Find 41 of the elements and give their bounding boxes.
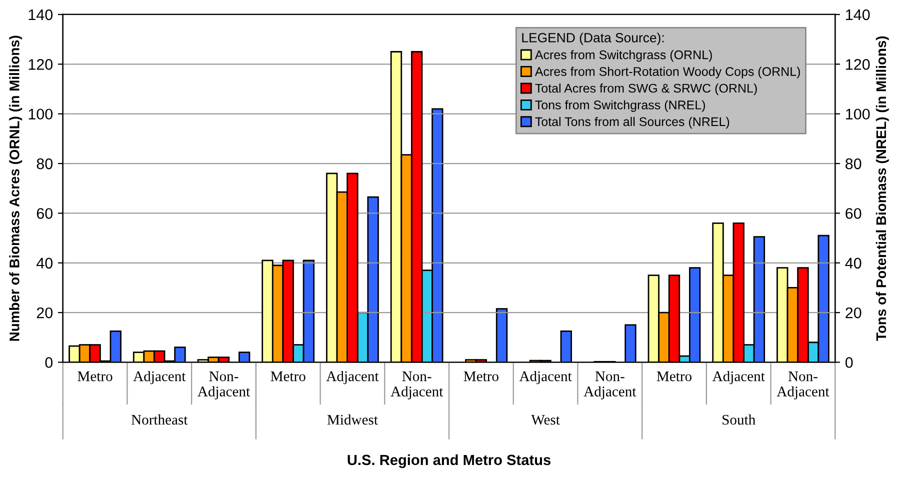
y2-tick-label: 80 [846, 158, 862, 170]
y-tick-label: 80 [36, 158, 53, 170]
y2-tick-label: 100 [846, 108, 870, 120]
x-tick-label: Non-Adjacent [198, 372, 250, 400]
text: Midwest [327, 414, 378, 425]
y-tick-label: 140 [28, 9, 53, 20]
y-tick-label: 40 [36, 258, 53, 269]
x-tick-label: Metro [656, 372, 692, 382]
y2-tick-label: 120 [846, 59, 870, 70]
text: Northeast [131, 414, 188, 425]
legend-label: Acres from Short-Rotation Woody Cops (ORNL) [534, 66, 800, 78]
x-tick-label: Adjacent [326, 370, 379, 384]
text: South [722, 414, 756, 425]
x-tick-label: Non-Adjacent [390, 372, 444, 400]
text: West [531, 414, 560, 425]
y-axis-title: Number of Biomass Acres (ORNL) (in Millions) [9, 36, 22, 341]
x-axis-title: U.S. Region and Metro Status [348, 454, 550, 468]
y2-tick-label: 20 [846, 307, 862, 318]
x-tick-label: Metro [464, 372, 498, 382]
y2-tick-label: 0 [845, 357, 853, 368]
x-tick-label: Adjacent [519, 370, 572, 384]
y2-tick-label: 140 [846, 9, 870, 20]
legend-label: Total Acres from SWG & SRWC (ORNL) [535, 84, 757, 96]
legend-label: Tons from Switchgrass (NREL) [535, 100, 705, 112]
y-tick-label: 20 [36, 307, 53, 318]
x-tick-label: Adjacent [712, 370, 765, 384]
y-tick-label: 0 [45, 357, 53, 368]
y-tick-label: 100 [28, 108, 53, 120]
y2-tick-label: 60 [846, 208, 862, 219]
legend-label: Acres from Switchgrass (ORNL) [534, 50, 712, 62]
x-tick-label: Metro [78, 372, 112, 382]
x-tick-label: Metro [270, 372, 306, 382]
x-tick-label: Non-Adjacent [776, 372, 830, 400]
y2-axis-title: Tons of Potential Biomass (NREL) (in Millions) [876, 36, 889, 341]
x-tick-label: Adjacent [133, 370, 186, 384]
y2-tick-label: 40 [845, 258, 862, 269]
legend-label: Total Tons from all Sources (NREL) [535, 116, 730, 129]
y-tick-label: 60 [36, 208, 53, 219]
x-tick-label: Non-Adjacent [584, 372, 636, 400]
legend-title: LEGEND (Data Source): [522, 32, 664, 45]
y-tick-label: 120 [28, 59, 53, 70]
